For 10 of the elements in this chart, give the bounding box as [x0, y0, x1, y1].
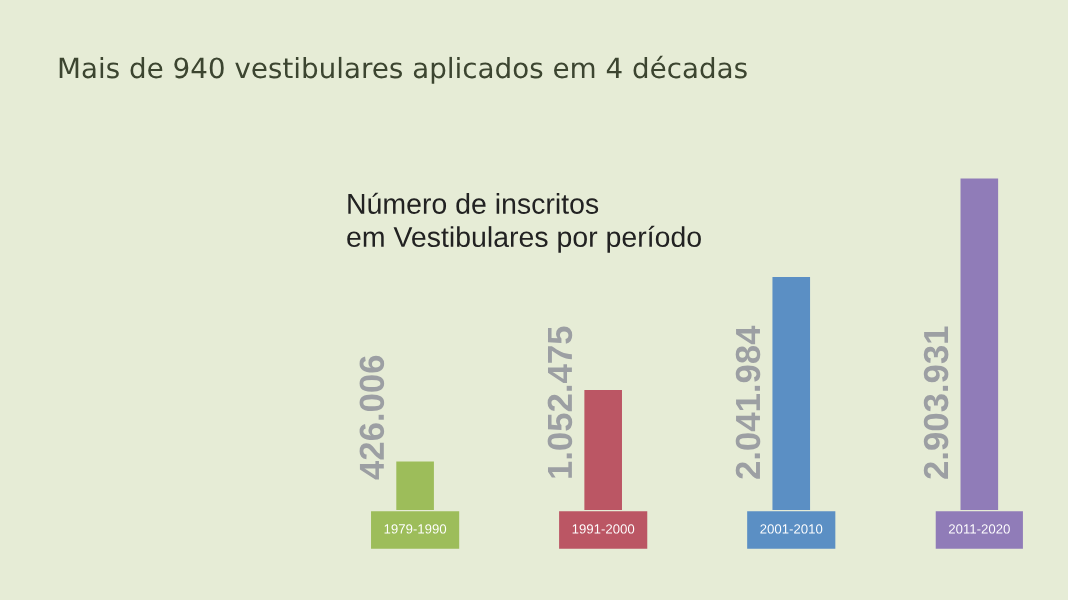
x-tick-label: 2001-2010 [760, 524, 823, 534]
x-tick-label: 1979-1990 [384, 524, 447, 534]
data-label: 1.052.475 [547, 326, 573, 478]
data-label: 426.006 [359, 355, 385, 480]
x-tick-label: 1991-2000 [572, 524, 635, 534]
data-label: 2.041.984 [735, 325, 761, 479]
chart-title: Mais de 940 vestibulares aplicados em 4 décadas [59, 55, 747, 84]
x-tick-label: 2011-2020 [948, 524, 1010, 534]
data-label: 2.903.931 [923, 326, 949, 479]
text: Número de inscritos em Vestibulares por período [347, 192, 701, 253]
